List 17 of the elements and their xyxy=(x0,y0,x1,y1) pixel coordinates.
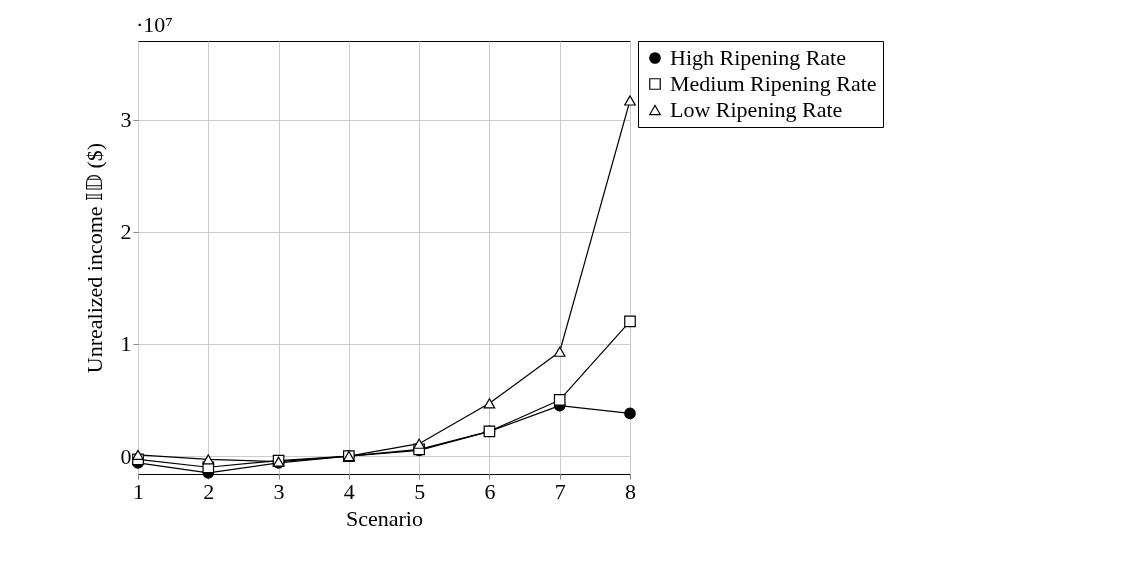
x-tick-label: 4 xyxy=(343,478,355,504)
legend-label: High Ripening Rate xyxy=(670,45,846,70)
y-tick-label: 3 xyxy=(120,107,132,133)
y-tick-label: 0 xyxy=(120,443,132,469)
x-axis-title: Scenario xyxy=(346,505,423,531)
text: ·10⁷ xyxy=(136,12,173,37)
y-axis-title: Unrealized income 𝕀𝔻 ($) xyxy=(81,142,107,374)
y-tick-label: 1 xyxy=(120,331,132,357)
x-tick-label: 7 xyxy=(554,478,566,504)
legend-label: Low Ripening Rate xyxy=(670,97,843,122)
x-tick-label: 3 xyxy=(273,478,285,504)
y-tick-label: 2 xyxy=(120,219,132,245)
x-tick-label: 2 xyxy=(203,478,215,504)
x-tick-label: 5 xyxy=(414,478,426,504)
x-tick-label: 6 xyxy=(484,478,496,504)
legend-label: Medium Ripening Rate xyxy=(670,71,877,96)
x-tick-label: 8 xyxy=(625,478,636,504)
